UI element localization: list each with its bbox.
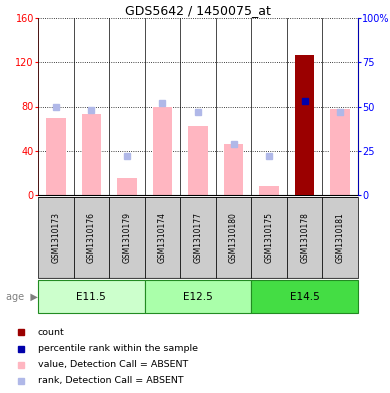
Bar (259, 186, 279, 195)
Bar (251, 197, 287, 278)
Bar (38, 280, 145, 313)
Bar (74, 197, 109, 278)
Bar (145, 280, 251, 313)
Text: GSM1310176: GSM1310176 (87, 212, 96, 263)
Text: rank, Detection Call = ABSENT: rank, Detection Call = ABSENT (38, 376, 183, 386)
Title: GDS5642 / 1450075_at: GDS5642 / 1450075_at (125, 4, 271, 17)
Text: GSM1310175: GSM1310175 (264, 212, 274, 263)
Bar (287, 197, 323, 278)
Bar (323, 197, 358, 278)
Text: E11.5: E11.5 (76, 292, 106, 301)
Bar (46, 118, 66, 195)
Text: value, Detection Call = ABSENT: value, Detection Call = ABSENT (38, 360, 188, 369)
Text: GSM1310177: GSM1310177 (193, 212, 202, 263)
Bar (109, 197, 145, 278)
Text: count: count (38, 328, 64, 337)
Text: percentile rank within the sample: percentile rank within the sample (38, 344, 198, 353)
Bar (251, 280, 358, 313)
Bar (82, 114, 101, 195)
Bar (180, 197, 216, 278)
Bar (216, 197, 251, 278)
Text: GSM1310178: GSM1310178 (300, 212, 309, 263)
Bar (117, 178, 136, 195)
Bar (188, 127, 208, 195)
Bar (224, 144, 243, 195)
Text: GSM1310173: GSM1310173 (51, 212, 60, 263)
Bar (295, 55, 314, 195)
Text: E14.5: E14.5 (290, 292, 319, 301)
Bar (330, 109, 350, 195)
Text: GSM1310179: GSM1310179 (122, 212, 131, 263)
Bar (38, 197, 74, 278)
Bar (295, 118, 314, 195)
Bar (152, 107, 172, 195)
Text: GSM1310180: GSM1310180 (229, 212, 238, 263)
Text: age  ▶: age ▶ (6, 292, 38, 301)
Text: E12.5: E12.5 (183, 292, 213, 301)
Text: GSM1310174: GSM1310174 (158, 212, 167, 263)
Bar (145, 197, 180, 278)
Text: GSM1310181: GSM1310181 (336, 212, 345, 263)
